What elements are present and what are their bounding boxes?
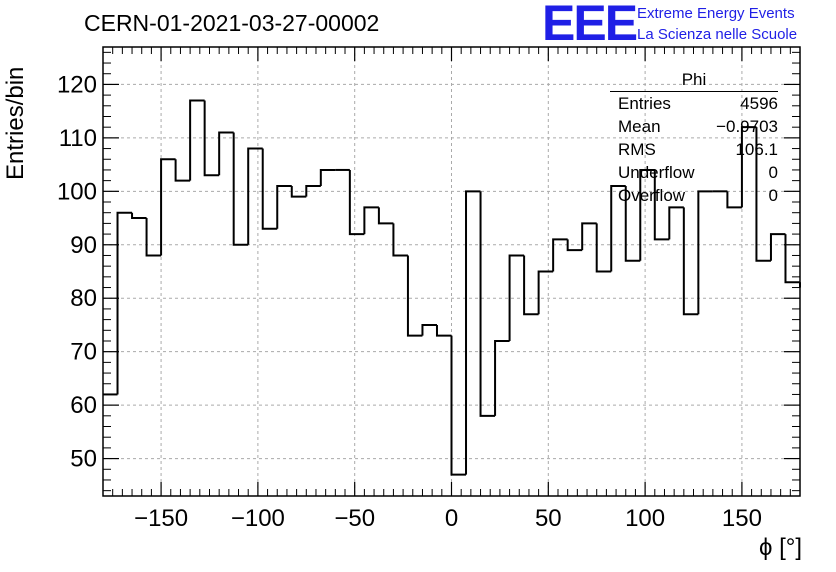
x-axis-label: ϕ [°] bbox=[758, 534, 802, 561]
histogram-bin bbox=[406, 255, 423, 337]
histogram-bin bbox=[465, 190, 481, 475]
histogram-bin bbox=[508, 254, 525, 341]
stat-label: RMS bbox=[618, 140, 656, 159]
histogram-bin bbox=[377, 207, 394, 225]
histogram-bin bbox=[247, 147, 263, 245]
y-tick-label: 100 bbox=[57, 178, 97, 205]
x-tick-label: 50 bbox=[535, 505, 562, 532]
histogram-bin bbox=[523, 255, 539, 316]
histogram-bin bbox=[261, 148, 278, 230]
y-tick-label: 90 bbox=[70, 232, 97, 259]
x-tick-label: 100 bbox=[625, 505, 665, 532]
histogram-bin bbox=[131, 212, 147, 220]
histogram-bin bbox=[552, 238, 568, 272]
stat-value: 0 bbox=[768, 163, 778, 182]
stats-box: Phi Entries 4596 Mean −0.9703 RMS 106.1 Und… bbox=[610, 70, 778, 207]
stats-title: Phi bbox=[610, 70, 778, 92]
stat-label: Overflow bbox=[618, 186, 686, 205]
histogram-bin bbox=[668, 206, 684, 240]
chart-title: CERN-01-2021-03-27-00002 bbox=[84, 10, 380, 36]
histogram-bin bbox=[769, 233, 786, 261]
y-tick-label: 70 bbox=[70, 339, 97, 366]
histogram-bin bbox=[494, 339, 510, 416]
y-tick-label: 120 bbox=[57, 71, 97, 98]
stats-row: Mean −0.9703 bbox=[610, 115, 778, 138]
logo-text-line2: La Scienza nelle Scuole bbox=[637, 26, 798, 43]
histogram-bin bbox=[740, 126, 757, 208]
axes: −150 −100 −50 0 50 100 150 50 60 70 80 90 100 110 120 bbox=[57, 46, 801, 532]
histogram-bin bbox=[174, 159, 191, 182]
histogram-bin bbox=[595, 223, 612, 273]
histogram-bin bbox=[116, 211, 133, 395]
histogram-bin bbox=[348, 169, 365, 236]
x-tick-label: −100 bbox=[231, 505, 285, 532]
histogram-bin bbox=[784, 234, 800, 284]
histogram-bin bbox=[276, 184, 292, 229]
histogram-bin bbox=[232, 132, 249, 246]
eee-logo: EEE bbox=[542, 0, 638, 51]
stat-label: Mean bbox=[618, 117, 661, 136]
stat-value: 4596 bbox=[740, 94, 778, 113]
histogram-bin bbox=[537, 270, 554, 315]
y-tick-label: 110 bbox=[59, 125, 97, 152]
histogram-series bbox=[103, 99, 801, 476]
histogram-bin bbox=[682, 207, 699, 316]
histogram-bin bbox=[218, 131, 234, 176]
histogram-bin bbox=[450, 335, 467, 476]
y-axis-label: Entries/bin bbox=[2, 66, 29, 180]
histogram-bin bbox=[435, 324, 452, 337]
histogram-bin bbox=[479, 191, 496, 417]
histogram-bin bbox=[363, 206, 379, 235]
histogram-bin bbox=[290, 185, 307, 198]
stat-value: 106.1 bbox=[735, 140, 778, 159]
histogram-bin bbox=[160, 158, 176, 256]
stat-label: Entries bbox=[618, 94, 671, 113]
histogram-bin bbox=[697, 190, 713, 315]
stat-value: 0 bbox=[768, 186, 778, 205]
histogram-bin bbox=[639, 168, 655, 261]
histogram-bin bbox=[203, 100, 220, 177]
x-tick-label: −150 bbox=[134, 505, 188, 532]
histogram-bin bbox=[755, 127, 771, 262]
histogram-bin bbox=[421, 323, 437, 336]
x-tick-label: 150 bbox=[722, 505, 762, 532]
histogram-bin bbox=[566, 239, 583, 252]
x-tick-label: 0 bbox=[445, 505, 458, 532]
histogram-bin bbox=[145, 218, 162, 257]
histogram-bin bbox=[319, 168, 336, 186]
histogram-bin bbox=[581, 222, 597, 251]
stat-label: Underflow bbox=[618, 163, 695, 182]
x-tick-label: −50 bbox=[334, 505, 375, 532]
histogram-bin bbox=[189, 99, 205, 181]
histogram-bin bbox=[726, 191, 742, 209]
logo-text-line1: Extreme Energy Events bbox=[637, 5, 795, 22]
histogram-bin bbox=[610, 184, 626, 272]
histogram-bin bbox=[305, 184, 321, 197]
histogram-bin bbox=[624, 185, 641, 262]
stat-value: −0.9703 bbox=[716, 117, 778, 136]
stats-row: RMS 106.1 bbox=[610, 138, 778, 161]
stats-row: Underflow 0 bbox=[610, 161, 778, 184]
y-tick-label: 80 bbox=[70, 285, 97, 312]
y-tick-label: 60 bbox=[70, 392, 97, 419]
y-tick-label: 50 bbox=[70, 446, 97, 473]
stats-row: Overflow 0 bbox=[610, 184, 778, 207]
histogram-bin bbox=[653, 169, 670, 241]
stats-row: Entries 4596 bbox=[610, 92, 778, 115]
histogram-bin bbox=[392, 223, 408, 257]
